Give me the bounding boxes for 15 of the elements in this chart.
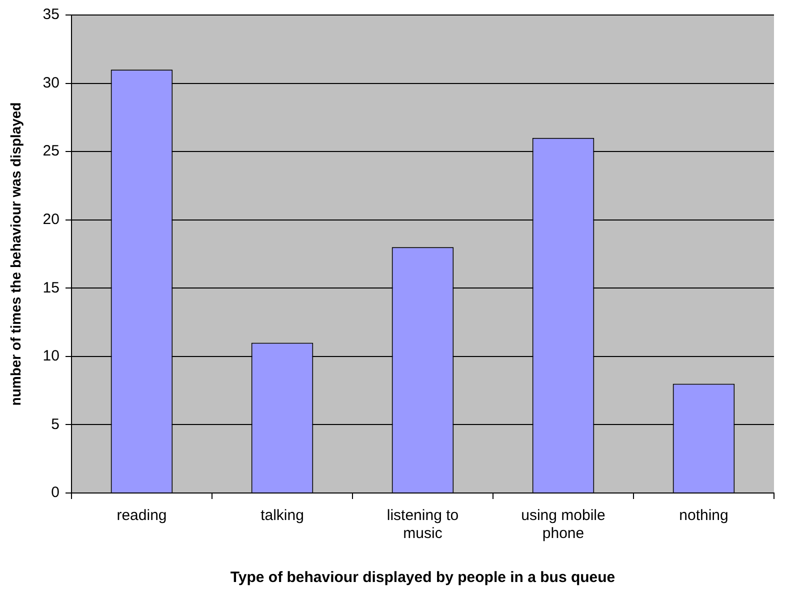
y-tick-label: 10 bbox=[42, 348, 60, 365]
y-tick-label: 15 bbox=[42, 279, 60, 296]
y-tick-label: 0 bbox=[51, 484, 60, 502]
y-tick-label: 5 bbox=[51, 416, 60, 433]
y-tick-label: 35 bbox=[42, 6, 60, 24]
y-tick-label: 25 bbox=[42, 142, 60, 160]
x-tick-label: talking bbox=[260, 507, 304, 524]
x-tick-label: reading bbox=[116, 507, 167, 524]
x-tick-label: listening to music bbox=[386, 507, 459, 542]
y-tick-label: 30 bbox=[42, 74, 60, 92]
y-tick-label: 20 bbox=[42, 211, 60, 228]
x-axis-title: Type of behaviour displayed by people in a bus queue bbox=[230, 569, 616, 586]
y-axis-title: number of times the behaviour was displayed bbox=[7, 102, 24, 406]
x-tick-label: using mobile phone bbox=[521, 507, 606, 542]
x-tick-label: nothing bbox=[679, 507, 728, 524]
